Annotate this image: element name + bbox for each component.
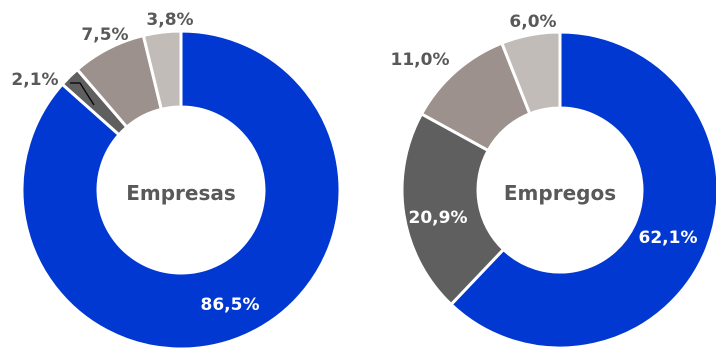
donut-center-label: Empregos <box>504 181 616 205</box>
slice-data-label: 20,9% <box>409 208 468 228</box>
slice-data-label: 7,5% <box>81 25 128 45</box>
donut-chart-empregos: 62,1% 20,9% 11,0% 6,0% Empregos <box>391 12 716 348</box>
donut-center-label: Empresas <box>126 181 236 205</box>
slice-data-label: 6,0% <box>509 12 556 32</box>
slice-data-label: 11,0% <box>391 50 450 70</box>
donut-slice <box>400 112 505 306</box>
slice-data-label: 86,5% <box>201 295 260 315</box>
leader-line <box>70 82 95 106</box>
donut-slice <box>141 29 183 111</box>
slice-data-label: 62,1% <box>639 228 698 248</box>
slice-data-label: 3,8% <box>146 10 193 30</box>
donut-slice <box>500 30 562 116</box>
donut-chart-empresas: 86,5% 2,1% 7,5% 3,8% Empresas <box>11 10 342 348</box>
donut-slice <box>20 29 342 348</box>
slice-data-label: 2,1% <box>11 70 58 90</box>
donut-slice <box>449 30 716 348</box>
